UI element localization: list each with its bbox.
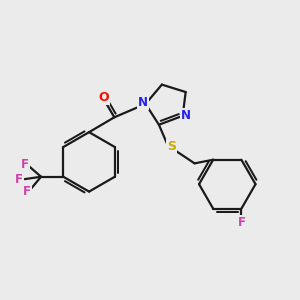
Text: F: F xyxy=(238,216,246,229)
Text: N: N xyxy=(181,109,191,122)
Text: F: F xyxy=(15,172,23,186)
Text: F: F xyxy=(21,158,29,171)
Text: F: F xyxy=(23,185,31,198)
Text: O: O xyxy=(98,91,109,103)
Text: N: N xyxy=(138,96,148,109)
Text: S: S xyxy=(167,140,176,153)
